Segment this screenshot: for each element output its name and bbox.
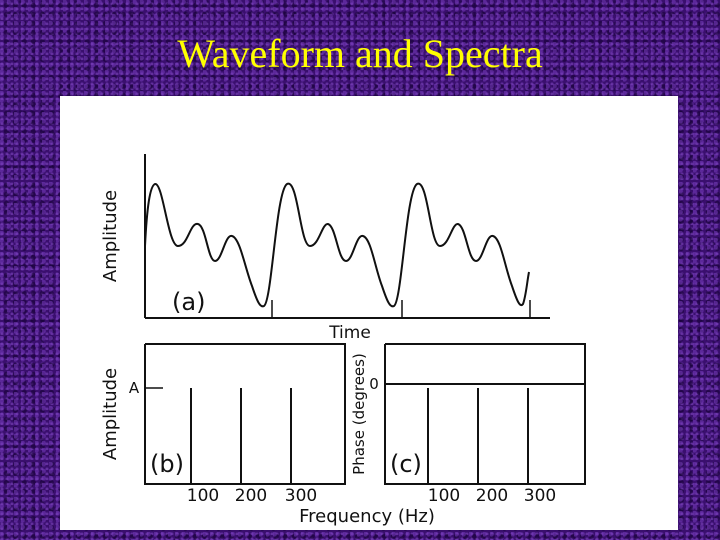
panel-a-label: (a) [172, 288, 205, 316]
panel-c-level-label: 0 [369, 375, 379, 393]
panel-c-tick-label: 300 [524, 486, 556, 506]
panel-c-tick-label: 200 [476, 486, 508, 506]
panel-b-tick-label: 200 [235, 486, 267, 506]
panel-a: (a) Time Amplitude [100, 154, 550, 343]
panel-b-frame [144, 343, 346, 485]
waveform-curve [144, 182, 530, 308]
panel-c-label: (c) [390, 450, 422, 478]
panel-b-tick-label: 100 [187, 486, 219, 506]
panel-b-tick-label: 300 [285, 486, 317, 506]
panel-c: 0 (c) 100 200 300 Phase (degrees) [350, 343, 586, 506]
panel-c-tick-label: 100 [428, 486, 460, 506]
panel-a-ylabel: Amplitude [100, 190, 121, 282]
panel-b-ylabel: Amplitude [100, 368, 121, 460]
shared-frequency-xlabel: Frequency (Hz) [299, 506, 435, 527]
panel-c-ylabel: Phase (degrees) [350, 353, 368, 475]
waveform-spectra-figure: (a) Time Amplitude A (b) 100 200 300 Amp… [100, 154, 586, 527]
panel-a-xlabel: Time [328, 323, 371, 343]
panel-b: A (b) 100 200 300 Amplitude [100, 343, 346, 506]
slide-title: Waveform and Spectra [177, 31, 543, 76]
figure-panel: (a) Time Amplitude A (b) 100 200 300 Amp… [60, 96, 678, 530]
panel-c-frame [384, 343, 586, 485]
panel-b-level-label: A [129, 379, 140, 397]
panel-b-label: (b) [150, 450, 184, 478]
